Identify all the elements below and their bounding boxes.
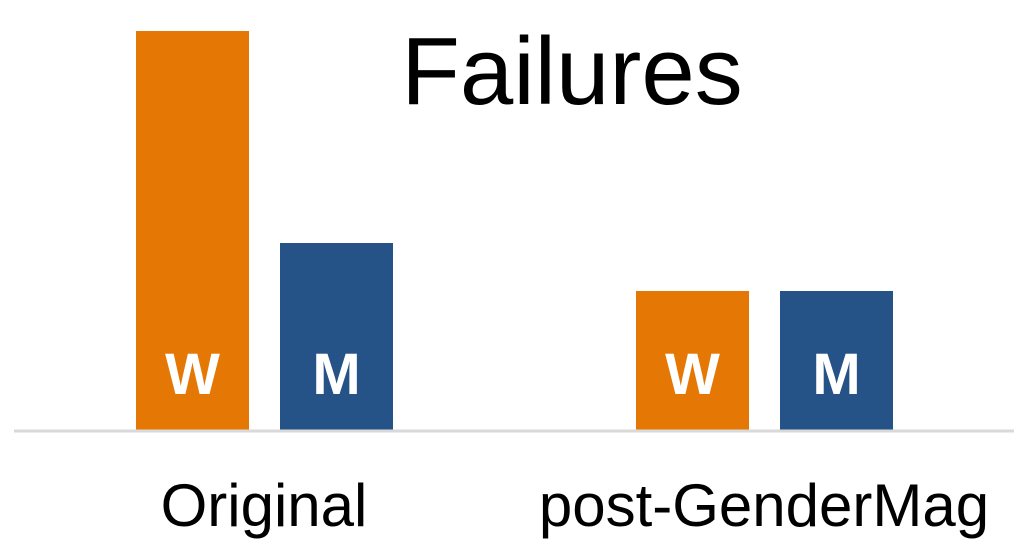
bar-w-original (136, 31, 249, 431)
bar-m-post-gendermag (780, 291, 893, 431)
category-labels: Original post-GenderMag (161, 472, 989, 539)
chart-title: Failures (401, 18, 742, 125)
bar-w-post-gendermag (636, 291, 749, 431)
bar-label-w: W (665, 342, 720, 407)
bar-m-original (280, 243, 393, 431)
bar-label-m: M (312, 342, 360, 407)
category-label-original: Original (161, 472, 368, 539)
bar-label-m: M (812, 342, 860, 407)
category-label-post-gendermag: post-GenderMag (539, 472, 989, 539)
bar-label-w: W (165, 342, 220, 407)
